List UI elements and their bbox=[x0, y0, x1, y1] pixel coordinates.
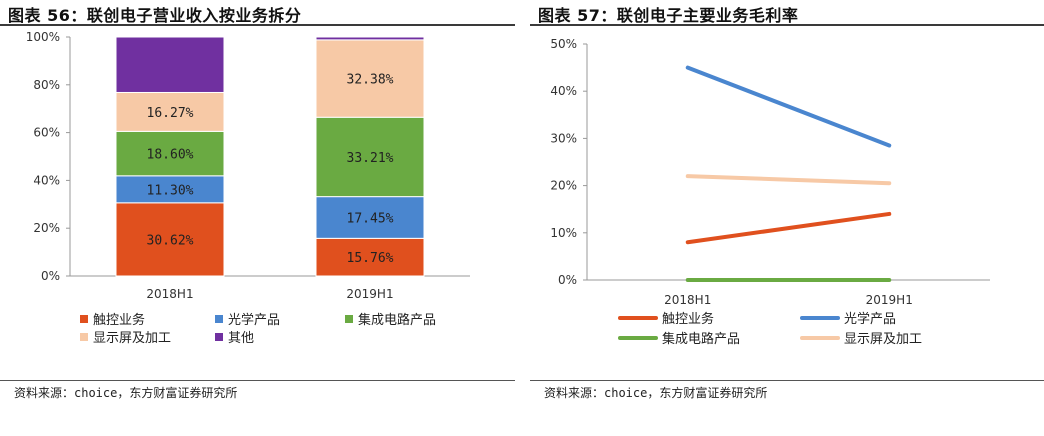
bar-segment bbox=[115, 130, 225, 177]
y-tick-label: 40% bbox=[33, 173, 60, 187]
left-source-note: 资料来源：choice，东方财富证券研究所 bbox=[14, 386, 238, 400]
x-tick-label: 2019H1 bbox=[866, 293, 913, 307]
y-tick-label: 40% bbox=[550, 84, 577, 98]
bar-segment bbox=[315, 36, 425, 41]
y-tick-label: 50% bbox=[550, 37, 577, 51]
series-line bbox=[685, 174, 892, 186]
legend-label: 光学产品 bbox=[228, 312, 280, 328]
data-label: 15.76% bbox=[347, 251, 394, 266]
bar-segment bbox=[315, 196, 425, 239]
left-source-rule bbox=[0, 380, 515, 381]
legend-label: 显示屏及加工 bbox=[844, 332, 922, 347]
bar-segment bbox=[115, 36, 225, 93]
right-figure-panel: 图表 57：联创电子主要业务毛利率 0% 10% 20% 30% 40% 50% 2018H… bbox=[530, 0, 1044, 436]
data-label: 32.38% bbox=[347, 73, 394, 88]
right-source-note: 资料来源：choice，东方财富证券研究所 bbox=[544, 386, 768, 400]
y-tick-label: 30% bbox=[550, 131, 577, 145]
legend-label: 光学产品 bbox=[844, 311, 896, 327]
legend-swatch bbox=[345, 315, 353, 323]
legend-swatch bbox=[80, 333, 88, 341]
bar-segment bbox=[115, 91, 225, 132]
y-tick-label: 20% bbox=[33, 221, 60, 235]
bar-segment bbox=[315, 39, 425, 118]
right-title-rule bbox=[530, 24, 1044, 26]
bar-segment bbox=[315, 237, 425, 277]
data-label: 33.21% bbox=[347, 151, 394, 166]
left-figure-title: 图表 56：联创电子营业收入按业务拆分 bbox=[8, 6, 302, 25]
legend-label: 集成电路产品 bbox=[662, 331, 740, 347]
legend-label: 触控业务 bbox=[662, 311, 714, 327]
y-tick-label: 20% bbox=[550, 179, 577, 193]
right-source-rule bbox=[530, 380, 1044, 381]
y-tick-label: 80% bbox=[33, 78, 60, 92]
legend-swatch bbox=[80, 315, 88, 323]
y-tick-label: 10% bbox=[550, 226, 577, 240]
legend-swatch bbox=[215, 333, 223, 341]
stacked-bar-chart: 0% 20% 40% 60% 80% 100% 30.62% 11.30% 18.60% 16.2… bbox=[26, 30, 470, 346]
data-label: 11.30% bbox=[147, 183, 194, 198]
legend-label: 其他 bbox=[228, 331, 254, 346]
y-tick-label: 100% bbox=[26, 30, 60, 44]
bar-segment bbox=[315, 116, 425, 198]
y-tick-label: 0% bbox=[41, 269, 60, 283]
bar-segment bbox=[115, 202, 225, 277]
y-tick-label: 0% bbox=[558, 273, 577, 287]
legend-label: 显示屏及加工 bbox=[93, 331, 171, 346]
line-chart: 0% 10% 20% 30% 40% 50% 2018H1 2019H1 触控业务 光学产品集成电… bbox=[550, 37, 990, 347]
data-label: 18.60% bbox=[147, 148, 194, 163]
y-tick-label: 60% bbox=[33, 126, 60, 140]
data-label: 30.62% bbox=[147, 233, 194, 248]
left-figure-panel: 图表 56：联创电子营业收入按业务拆分 0% 20% 40% 60% 80% 100% 30… bbox=[0, 0, 515, 436]
x-tick-label: 2018H1 bbox=[664, 293, 711, 307]
x-tick-label: 2018H1 bbox=[146, 287, 193, 301]
legend-label: 集成电路产品 bbox=[358, 312, 436, 328]
data-label: 17.45% bbox=[347, 211, 394, 226]
series-line bbox=[685, 211, 892, 245]
left-title-rule bbox=[0, 24, 515, 26]
x-tick-label: 2019H1 bbox=[346, 287, 393, 301]
series-line bbox=[685, 65, 892, 148]
legend-swatch bbox=[215, 315, 223, 323]
data-label: 16.27% bbox=[147, 106, 194, 121]
legend-label: 触控业务 bbox=[93, 312, 145, 328]
right-figure-title: 图表 57：联创电子主要业务毛利率 bbox=[538, 6, 799, 25]
